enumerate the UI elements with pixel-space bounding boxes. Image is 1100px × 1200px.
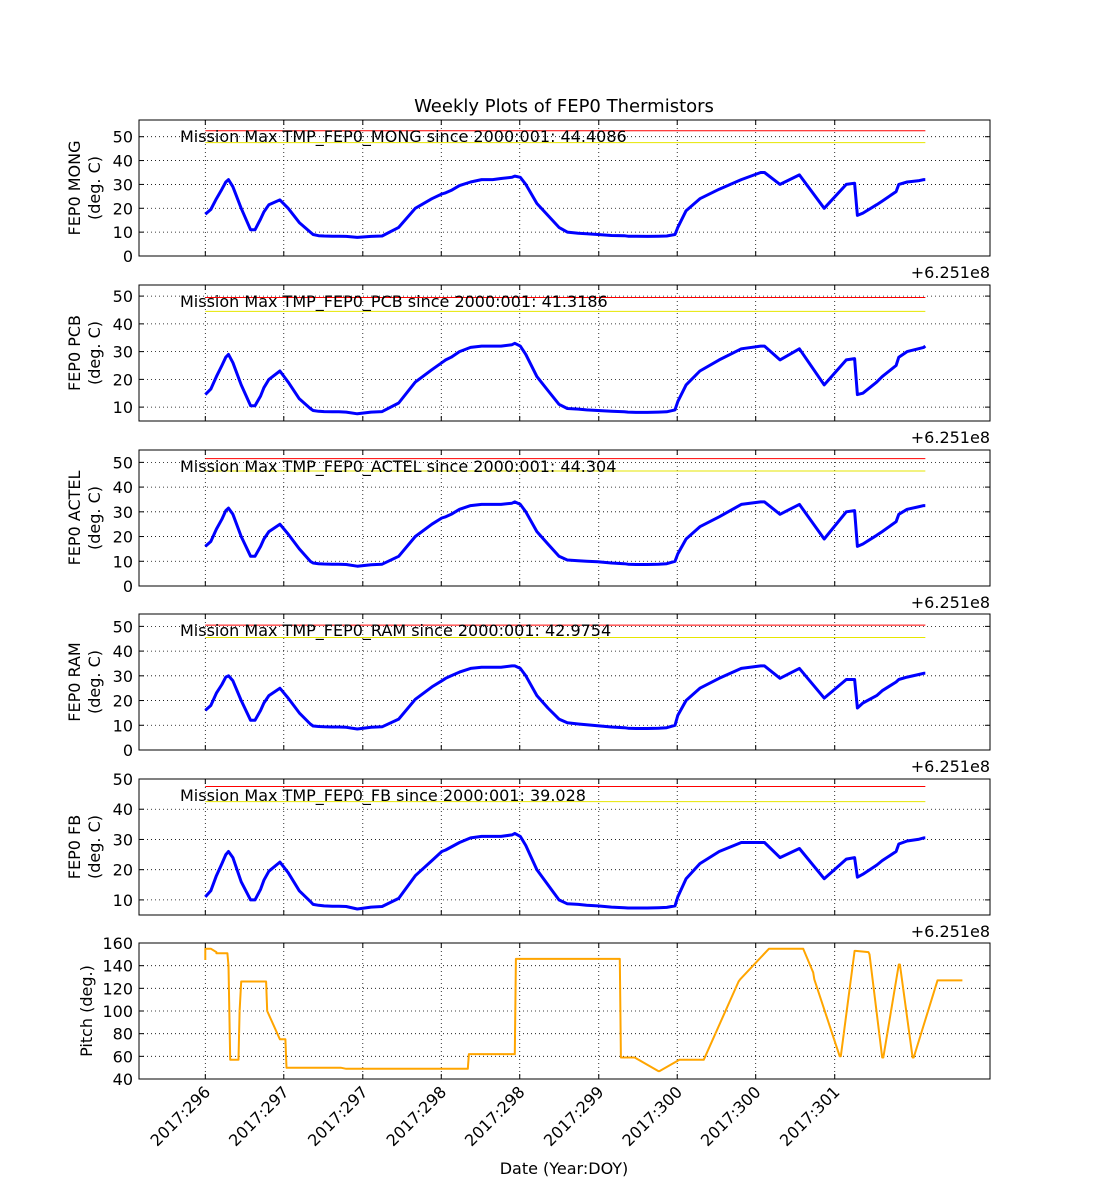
axes-frame: [138, 284, 991, 422]
mission-max-annotation: Mission Max TMP_FEP0_ACTEL since 2000:00…: [180, 457, 616, 477]
y-tick-label: 40: [113, 1070, 133, 1089]
y-tick-label: 30: [113, 175, 133, 194]
y-axis-unit-label: (deg. C): [85, 321, 104, 385]
data-line-ram: [204, 664, 926, 731]
y-tick-label: 80: [113, 1025, 133, 1044]
mission-max-annotation: Mission Max TMP_FEP0_RAM since 2000:001:…: [180, 621, 611, 641]
x-offset-text: +6.251e8: [911, 593, 990, 612]
panel-actel: 0 10 20 30 40 50 FEP0 ACTEL (deg. C) Mission Max…: [65, 449, 991, 612]
data-line-pitch: [204, 947, 963, 1073]
mission-max-annotation: Mission Max TMP_FEP0_MONG since 2000:001…: [180, 127, 627, 147]
y-axis-unit-label: (deg. C): [85, 650, 104, 714]
y-axis-label: FEP0 ACTEL: [65, 470, 84, 565]
x-tick-label: 2017:299: [540, 1082, 608, 1150]
y-tick-label: 30: [113, 503, 133, 522]
y-tick-label: 10: [113, 716, 133, 735]
panel-pcb: 10 20 30 40 50 FEP0 PCB (deg. C) Mission Max TM…: [65, 284, 991, 447]
y-tick-label: 0: [123, 247, 133, 266]
axes-frame: [138, 778, 991, 916]
y-tick-label: 50: [113, 617, 133, 636]
y-tick-label: 20: [113, 692, 133, 711]
y-tick-label: 100: [102, 1002, 133, 1021]
y-tick-label: 140: [102, 957, 133, 976]
x-axis-label: Date (Year:DOY): [500, 1159, 629, 1178]
x-tick-label: 2017:300: [697, 1082, 765, 1150]
y-axis-label: FEP0 MONG: [65, 141, 84, 236]
y-axis-unit-label: (deg. C): [85, 486, 104, 550]
x-offset-text: +6.251e8: [911, 757, 990, 776]
data-line-pcb: [204, 341, 927, 416]
y-tick-label: 50: [113, 128, 133, 147]
data-line-mong: [204, 171, 926, 239]
x-offset-text: +6.251e8: [911, 428, 990, 447]
y-tick-label: 20: [113, 199, 133, 218]
y-tick-label: 30: [113, 343, 133, 362]
y-tick-label: 30: [113, 830, 133, 849]
x-offset-text: +6.251e8: [911, 922, 990, 941]
y-tick-label: 120: [102, 979, 133, 998]
x-tick-label: 2017:296: [147, 1082, 215, 1150]
y-tick-label: 0: [123, 741, 133, 760]
panel-fb: 10 20 30 40 50 FEP0 FB (deg. C) Mission Max TMP…: [65, 770, 991, 941]
axes-frame: [138, 449, 991, 587]
y-tick-label: 40: [113, 478, 133, 497]
y-tick-label: 10: [113, 398, 133, 417]
axes-frame: [138, 613, 991, 751]
x-tick-label: 2017:297: [304, 1082, 372, 1150]
x-tick-labels: 2017:296 2017:297 2017:297 2017:298 2017:298…: [147, 1082, 844, 1150]
mission-max-annotation: Mission Max TMP_FEP0_FB since 2000:001: …: [180, 786, 586, 806]
y-tick-label: 40: [113, 315, 133, 334]
y-tick-label: 10: [113, 891, 133, 910]
figure-title: Weekly Plots of FEP0 Thermistors: [414, 96, 714, 117]
panel-ram: 0 10 20 30 40 50 FEP0 RAM (deg. C) Mission Max T…: [65, 613, 991, 776]
y-tick-label: 30: [113, 667, 133, 686]
x-tick-label: 2017:300: [618, 1082, 686, 1150]
y-axis-label: Pitch (deg.): [77, 965, 96, 1057]
y-tick-label: 10: [113, 223, 133, 242]
x-tick-label: 2017:301: [776, 1082, 844, 1150]
y-tick-label: 20: [113, 528, 133, 547]
x-tick-label: 2017:298: [382, 1082, 450, 1150]
y-tick-label: 10: [113, 552, 133, 571]
axes-frame: [138, 119, 991, 257]
y-tick-label: 160: [102, 934, 133, 953]
y-tick-label: 50: [113, 770, 133, 789]
y-axis-unit-label: (deg. C): [85, 156, 104, 220]
y-tick-label: 40: [113, 800, 133, 819]
y-tick-label: 20: [113, 861, 133, 880]
data-line-fb: [204, 831, 926, 911]
panel-pitch: 40 60 80 100 120 140 160 Pitch (deg.): [77, 934, 991, 1089]
x-tick-label: 2017:298: [461, 1082, 529, 1150]
y-axis-unit-label: (deg. C): [85, 815, 104, 879]
panel-mong: 0 10 20 30 40 50 FEP0 MONG (deg. C) Mission Max …: [65, 119, 991, 282]
y-tick-label: 60: [113, 1047, 133, 1066]
mission-max-annotation: Mission Max TMP_FEP0_PCB since 2000:001:…: [180, 292, 608, 312]
y-tick-label: 50: [113, 287, 133, 306]
y-tick-label: 0: [123, 577, 133, 596]
x-tick-label: 2017:297: [225, 1082, 293, 1150]
y-tick-label: 20: [113, 370, 133, 389]
y-tick-label: 40: [113, 642, 133, 661]
x-offset-text: +6.251e8: [911, 263, 990, 282]
y-tick-label: 40: [113, 152, 133, 171]
y-tick-label: 50: [113, 453, 133, 472]
y-axis-label: FEP0 RAM: [65, 642, 84, 721]
y-axis-label: FEP0 PCB: [65, 315, 84, 391]
data-line-actel: [204, 500, 926, 568]
y-axis-label: FEP0 FB: [65, 815, 84, 879]
